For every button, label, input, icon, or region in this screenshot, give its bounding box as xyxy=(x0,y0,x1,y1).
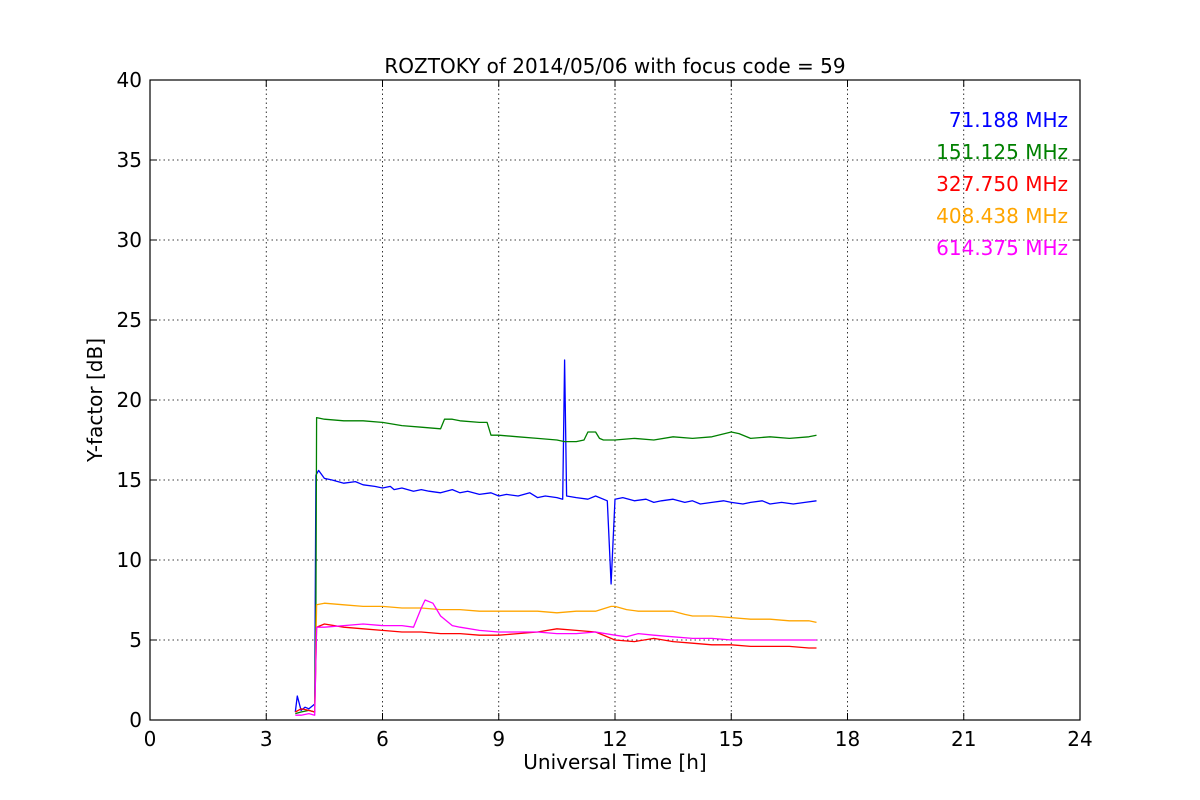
legend: 71.188 MHz 151.125 MHz 327.750 MHz 408.438 … xyxy=(936,108,1068,260)
y-tick-label: 5 xyxy=(129,628,142,652)
series-line-4 xyxy=(314,602,817,711)
x-tick-label: 15 xyxy=(719,727,744,751)
series-line-3 xyxy=(294,623,817,713)
series-line-2 xyxy=(295,416,817,715)
x-tick-label: 24 xyxy=(1067,727,1092,751)
legend-entry-1: 71.188 MHz xyxy=(949,108,1068,132)
y-axis-label: Y-factor [dB] xyxy=(83,338,107,463)
y-tick-label: 10 xyxy=(117,548,142,572)
x-tick-label: 12 xyxy=(602,727,627,751)
axis-ticks: 0 3 6 9 12 15 18 21 24 0 5 10 15 20 25 30 35 40 xyxy=(117,68,1093,751)
x-tick-label: 0 xyxy=(144,727,157,751)
legend-entry-4: 408.438 MHz xyxy=(936,204,1068,228)
y-tick-label: 15 xyxy=(117,468,142,492)
y-tick-label: 35 xyxy=(117,148,142,172)
y-tick-label: 0 xyxy=(129,708,142,732)
y-tick-label: 20 xyxy=(117,388,142,412)
x-tick-label: 21 xyxy=(951,727,976,751)
legend-entry-3: 327.750 MHz xyxy=(936,172,1068,196)
x-tick-label: 6 xyxy=(376,727,389,751)
y-tick-label: 40 xyxy=(117,68,142,92)
x-tick-label: 18 xyxy=(835,727,860,751)
x-tick-label: 3 xyxy=(260,727,273,751)
series-line-5 xyxy=(295,599,817,716)
legend-entry-5: 614.375 MHz xyxy=(936,236,1068,260)
grid-lines xyxy=(150,80,1080,720)
chart-title: ROZTOKY of 2014/05/06 with focus code = … xyxy=(384,54,845,78)
y-tick-label: 25 xyxy=(117,308,142,332)
legend-entry-2: 151.125 MHz xyxy=(936,140,1068,164)
x-axis-label: Universal Time [h] xyxy=(523,750,706,774)
y-tick-label: 30 xyxy=(117,228,142,252)
x-tick-label: 9 xyxy=(492,727,505,751)
plot-area xyxy=(294,359,817,716)
series-line-1 xyxy=(294,359,817,713)
